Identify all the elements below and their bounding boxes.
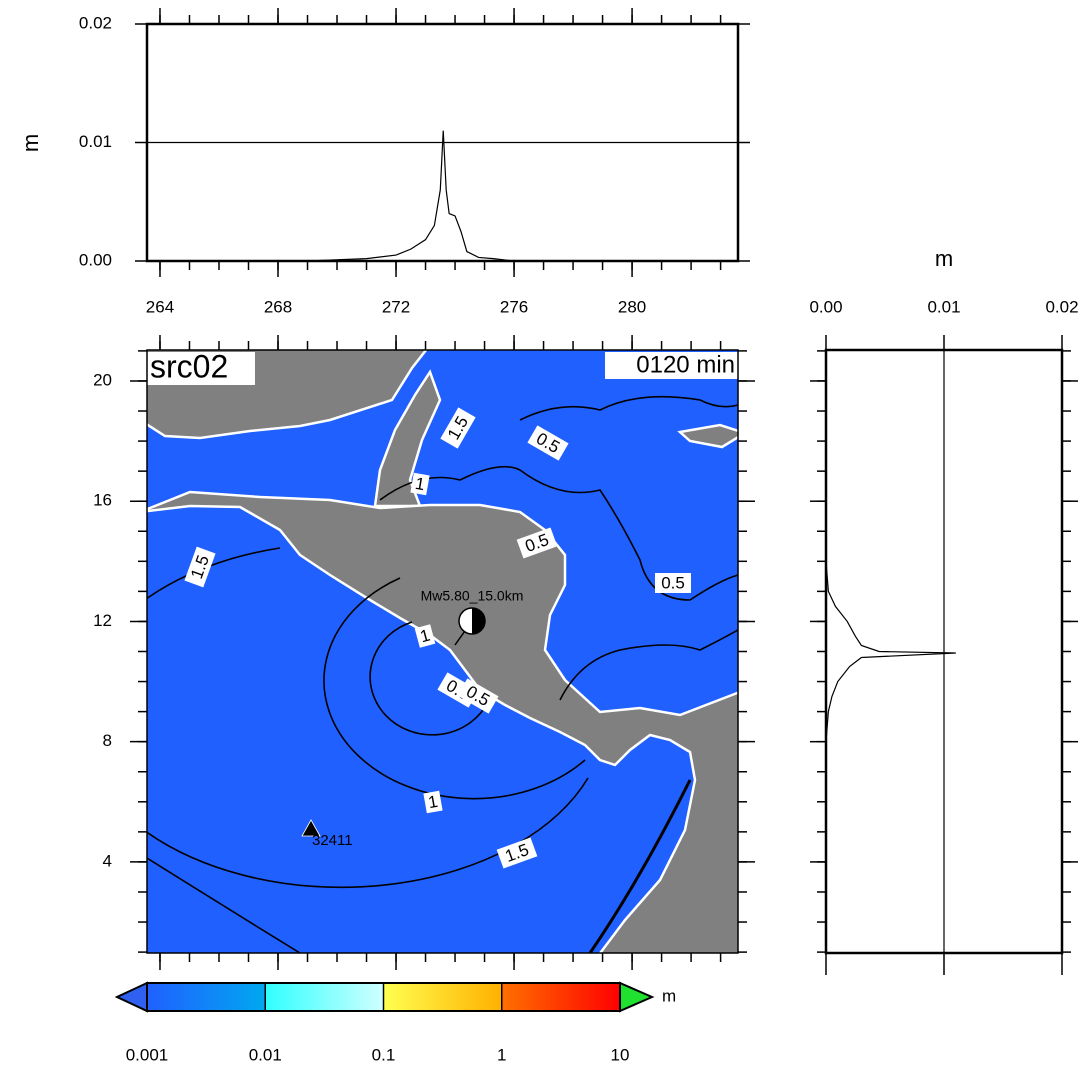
- colorbar-tick-label: 0.001: [126, 1045, 169, 1064]
- contour-label-box: [414, 624, 436, 648]
- land: [677, 423, 738, 449]
- colorbar-tick-label: 1: [497, 1045, 506, 1064]
- contour-label-group: 1: [414, 624, 436, 648]
- contour-line: [559, 629, 738, 701]
- map-title: src02: [150, 348, 228, 384]
- contour-label-box: [527, 425, 569, 461]
- y-tick-label: 8: [103, 731, 112, 750]
- x-tick-label: 276: [500, 297, 528, 316]
- contour-label-box: [184, 546, 216, 588]
- contour-label-box: [496, 837, 538, 869]
- x-tick-label: 268: [264, 297, 292, 316]
- contour-label-group: 1: [423, 790, 443, 814]
- contour-label-box: [440, 407, 476, 449]
- y-axis-label: m: [18, 134, 43, 152]
- colorbar-tick-label: 0.01: [249, 1045, 282, 1064]
- contour-label-group: 1: [410, 472, 430, 496]
- x-tick-label: 280: [618, 297, 646, 316]
- time-label: 0120 min: [636, 351, 735, 378]
- y-tick-label: 0.01: [79, 132, 112, 151]
- y-tick-label: 0.00: [79, 250, 112, 269]
- colorbar-segment: [147, 983, 266, 1011]
- colorbar-over: [619, 981, 655, 1013]
- contour-line: [519, 395, 738, 421]
- contour-line: [147, 857, 301, 953]
- contour-label-box: [457, 678, 499, 714]
- station: [301, 819, 321, 837]
- x-axis-label: m: [935, 246, 953, 271]
- y-tick-label: 12: [93, 611, 112, 630]
- event-label: Mw5.80_15.0km: [421, 588, 524, 604]
- contour-label: 1: [414, 474, 427, 494]
- plot-frame: [145, 22, 740, 263]
- contour-line: [369, 621, 489, 736]
- contour-line: [323, 577, 586, 800]
- contour-label-box: [423, 790, 443, 814]
- y-tick-label: 0.02: [79, 13, 112, 32]
- contour-label: 0.5: [661, 573, 685, 592]
- colorbar-unit: m: [662, 986, 676, 1005]
- contour-label: 1: [427, 792, 440, 812]
- contours: [147, 395, 738, 953]
- station-label: 32411: [312, 832, 353, 849]
- title-box: [147, 352, 255, 385]
- y-tick-label: 20: [93, 370, 112, 389]
- contour-label-box: [410, 472, 430, 496]
- y-tick-label: 4: [103, 851, 112, 870]
- contour-line: [379, 465, 738, 601]
- x-tick-label: 0.01: [927, 297, 960, 316]
- contour-line: [147, 547, 589, 889]
- contour-label-group: 0.5: [655, 573, 691, 593]
- land: [147, 490, 738, 953]
- colorbar-tick-label: 0.1: [372, 1045, 396, 1064]
- profile-line: [825, 350, 956, 953]
- contour-line: [588, 779, 692, 953]
- contour-label-box: [655, 573, 691, 593]
- ocean: [147, 350, 738, 953]
- colorbar-segment: [383, 983, 502, 1011]
- x-tick-label: 272: [382, 297, 410, 316]
- plot-frame: [824, 348, 1064, 955]
- x-tick-label: 264: [146, 297, 174, 316]
- contour-label-box: [516, 527, 558, 559]
- colorbar-under: [114, 981, 148, 1013]
- epicenter-mechanism: [472, 608, 485, 634]
- colorbar-segment: [501, 983, 620, 1011]
- colorbar-segment: [265, 983, 384, 1011]
- colorbar-tick-label: 10: [611, 1045, 630, 1064]
- x-tick-label: 0.02: [1045, 297, 1078, 316]
- time-box: [605, 352, 738, 379]
- x-tick-label: 0.00: [809, 297, 842, 316]
- y-tick-label: 16: [93, 491, 112, 510]
- map-frame: [146, 349, 739, 954]
- map-layer: [147, 350, 738, 953]
- profile-line: [148, 130, 736, 262]
